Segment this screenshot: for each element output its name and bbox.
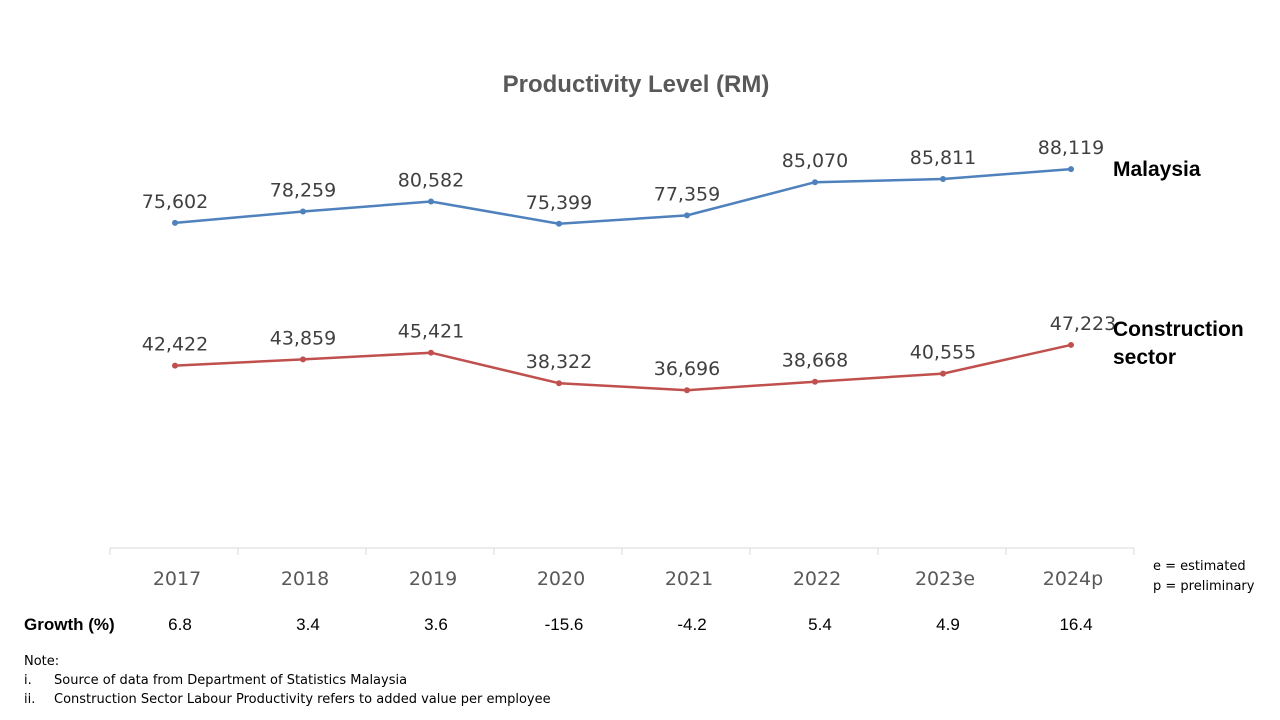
growth-label: Growth (%) (24, 615, 115, 634)
x-tick-label: 2017 (153, 568, 201, 590)
data-point (940, 370, 946, 377)
chart-title: Productivity Level (RM) (503, 71, 770, 98)
note-text: Source of data from Department of Statis… (54, 673, 408, 688)
data-point (300, 208, 306, 215)
series-line-malaysia (174, 167, 1072, 226)
data-label: 43,859 (270, 327, 336, 349)
x-tick-label: 2021 (665, 568, 713, 590)
growth-value: 4.9 (936, 615, 960, 634)
data-label: 75,602 (142, 191, 208, 213)
data-label: 40,555 (910, 342, 976, 364)
data-label: 42,422 (142, 334, 208, 356)
data-label: 38,668 (782, 350, 848, 372)
data-point (428, 198, 434, 205)
data-point (556, 220, 562, 227)
x-tick-label: 2023e (915, 568, 975, 590)
data-point (428, 349, 434, 356)
note-text: Construction Sector Labour Productivity … (54, 692, 551, 707)
data-point (812, 378, 818, 385)
data-label: 78,259 (270, 179, 336, 201)
series-line-construction (174, 343, 1072, 392)
data-point (172, 219, 178, 226)
data-point (684, 212, 690, 219)
growth-value: -4.2 (677, 615, 707, 634)
legend-note-estimated: e = estimated (1153, 559, 1246, 574)
x-tick-label: 2022 (793, 568, 841, 590)
series-name-construction-line1: Construction (1113, 318, 1244, 341)
data-label: 80,582 (398, 169, 464, 191)
growth-value: -15.6 (544, 615, 584, 634)
data-point (300, 356, 306, 363)
data-point (684, 387, 690, 394)
data-label: 36,696 (654, 358, 720, 380)
data-point (556, 380, 562, 387)
data-label: 85,811 (910, 147, 976, 169)
growth-value: 6.8 (168, 615, 192, 634)
data-label: 85,070 (782, 150, 848, 172)
data-point (172, 362, 178, 369)
x-tick-label: 2018 (281, 568, 329, 590)
x-axis: 2017 2018 2019 2020 2021 2022 2023e 2024p (109, 547, 1135, 590)
data-label: 75,399 (526, 192, 592, 214)
series-lines: 75,602 78,259 80,582 75,399 77,359 85,070 85,8… (142, 137, 1244, 394)
x-tick-label: 2019 (409, 568, 457, 590)
data-point (940, 176, 946, 183)
growth-value: 3.6 (424, 615, 448, 634)
data-label: 45,421 (398, 321, 464, 343)
note-item: i. Source of data from Department of Stat… (24, 673, 407, 688)
series-name-malaysia: Malaysia (1113, 158, 1201, 181)
note-number: ii. (24, 692, 36, 707)
legend-note-preliminary: p = preliminary (1153, 579, 1255, 594)
data-label: 47,223 (1050, 313, 1116, 335)
note-number: i. (24, 673, 32, 688)
data-point (1068, 166, 1074, 173)
growth-value: 5.4 (808, 615, 832, 634)
data-label: 88,119 (1038, 137, 1104, 159)
growth-value: 3.4 (296, 615, 320, 634)
note-heading: Note: (24, 654, 60, 669)
x-tick-label: 2020 (537, 568, 585, 590)
growth-value: 16.4 (1059, 615, 1093, 634)
data-point (1068, 341, 1074, 348)
data-point (812, 179, 818, 186)
data-label: 38,322 (526, 351, 592, 373)
series-name-construction-line2: sector (1113, 346, 1176, 369)
data-label: 77,359 (654, 183, 720, 205)
note-item: ii. Construction Sector Labour Productivi… (24, 692, 551, 707)
x-tick-label: 2024p (1043, 568, 1103, 590)
